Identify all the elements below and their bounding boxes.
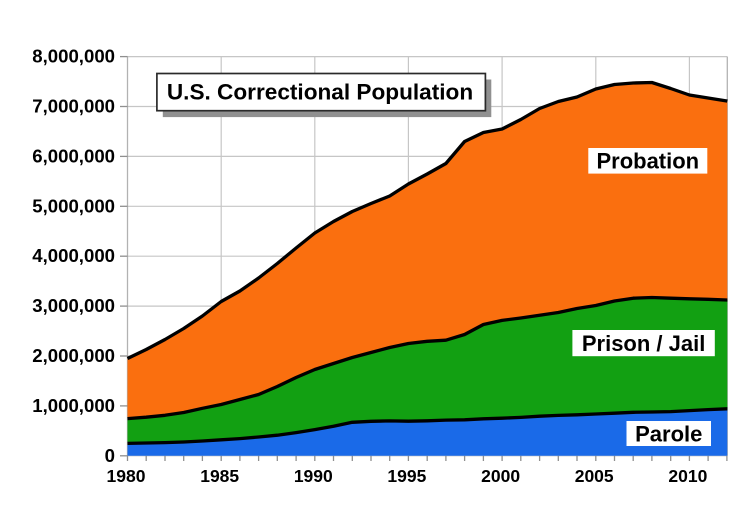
svg-text:1985: 1985 (200, 466, 239, 486)
svg-text:7,000,000: 7,000,000 (32, 96, 115, 117)
svg-text:U.S. Correctional Population: U.S. Correctional Population (167, 80, 473, 105)
svg-text:0: 0 (105, 445, 115, 466)
svg-text:3,000,000: 3,000,000 (32, 295, 115, 316)
svg-text:2005: 2005 (575, 466, 614, 486)
svg-text:1,000,000: 1,000,000 (32, 395, 115, 416)
svg-text:2010: 2010 (668, 466, 707, 486)
svg-text:Prison / Jail: Prison / Jail (582, 331, 706, 356)
svg-text:1995: 1995 (387, 466, 426, 486)
svg-text:8,000,000: 8,000,000 (32, 46, 115, 67)
svg-text:Parole: Parole (635, 421, 702, 446)
svg-text:6,000,000: 6,000,000 (32, 145, 115, 166)
svg-text:Probation: Probation (596, 149, 699, 174)
svg-text:2,000,000: 2,000,000 (32, 345, 115, 366)
svg-text:4,000,000: 4,000,000 (32, 245, 115, 266)
svg-text:1990: 1990 (294, 466, 333, 486)
svg-text:5,000,000: 5,000,000 (32, 195, 115, 216)
svg-text:2000: 2000 (481, 466, 520, 486)
svg-text:1980: 1980 (107, 466, 146, 486)
